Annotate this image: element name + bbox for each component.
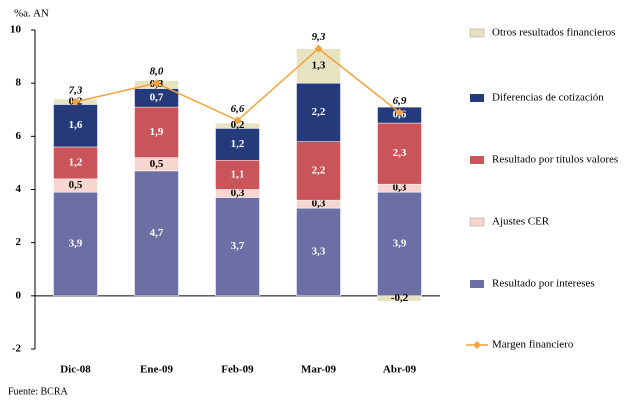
y-tick-label: -2 xyxy=(12,343,22,355)
line-marker xyxy=(395,108,404,117)
legend-marker xyxy=(473,341,481,349)
bar-value-label: 0,2 xyxy=(231,119,245,131)
bar-value-label: 1,2 xyxy=(231,138,245,150)
bar-segment xyxy=(296,207,341,297)
bar-value-label: 3,3 xyxy=(312,246,326,258)
bar-segment xyxy=(377,191,422,297)
bar-value-label: 2,3 xyxy=(393,147,407,159)
bar-value-label: 3,7 xyxy=(231,240,245,252)
bar-value-label: 1,1 xyxy=(231,168,245,180)
legend-swatch xyxy=(470,280,484,288)
y-tick-label: 4 xyxy=(16,183,22,195)
y-tick-label: 2 xyxy=(16,236,22,248)
line-marker xyxy=(233,116,242,125)
line-marker xyxy=(71,97,80,106)
legend-label: Resultado por títulos valores xyxy=(492,154,618,166)
legend-label: Ajustes CER xyxy=(492,216,550,228)
bar-segment xyxy=(215,197,260,297)
bar-value-label: 0,7 xyxy=(150,91,164,103)
x-tick-label: Dic-08 xyxy=(60,364,91,376)
line-marker xyxy=(314,44,323,53)
legend-label: Margen financiero xyxy=(492,339,574,351)
line-value-label: 7,3 xyxy=(69,84,83,96)
bar-segment xyxy=(296,48,341,84)
bar-segment xyxy=(377,122,422,185)
y-tick-label: 10 xyxy=(10,24,22,36)
legend-swatch xyxy=(470,156,484,164)
bar-segment xyxy=(134,170,179,297)
line-value-label: 6,9 xyxy=(393,95,407,107)
legend-label: Diferencias de cotización xyxy=(492,92,604,104)
bar-segment xyxy=(296,82,341,142)
bar-value-label: 2,2 xyxy=(312,106,326,118)
bar-value-label: 1,6 xyxy=(69,119,83,131)
bar-segment xyxy=(296,141,341,201)
legend-label: Resultado por intereses xyxy=(492,278,595,290)
y-tick-label: 6 xyxy=(16,130,22,142)
bar-segment xyxy=(134,106,179,158)
source: Fuente: BCRA xyxy=(8,386,69,397)
bar-segment xyxy=(53,191,98,297)
bar-value-label: 0,5 xyxy=(150,158,164,170)
y-tick-label: 0 xyxy=(16,289,22,301)
bar-value-label: 3,9 xyxy=(69,238,83,250)
y-tick-label: 8 xyxy=(16,77,22,89)
legend-swatch xyxy=(470,94,484,102)
bar-value-label: 4,7 xyxy=(150,227,164,239)
bar-value-label: 1,3 xyxy=(312,59,326,71)
bar-value-label: 0,3 xyxy=(231,187,245,199)
line-value-label: 6,6 xyxy=(231,103,245,115)
bar-value-label: 1,2 xyxy=(69,156,83,168)
bar-value-label: -0,2 xyxy=(391,292,409,304)
y-axis-label: %a. AN xyxy=(14,8,49,20)
x-tick-label: Abr-09 xyxy=(383,364,417,376)
bar-value-label: 2,2 xyxy=(312,164,326,176)
bar-segment xyxy=(377,295,422,302)
bar-value-label: 0,3 xyxy=(312,198,326,210)
bar-segment xyxy=(215,160,260,190)
legend-swatch xyxy=(469,28,485,38)
x-tick-label: Feb-09 xyxy=(221,364,254,376)
line-value-label: 9,3 xyxy=(312,31,326,43)
line-value-label: 8,0 xyxy=(150,66,164,78)
line-marker xyxy=(152,79,161,88)
legend-label: Otros resultados financieros xyxy=(492,27,615,39)
bar-value-label: 1,9 xyxy=(150,126,164,138)
x-tick-label: Ene-09 xyxy=(140,364,174,376)
bar-value-label: 0,5 xyxy=(69,179,83,191)
bar-value-label: 3,9 xyxy=(393,238,407,250)
legend-swatch xyxy=(469,217,485,227)
bar-segment xyxy=(215,128,260,161)
x-tick-label: Mar-09 xyxy=(301,364,337,376)
bar-value-label: 0,3 xyxy=(393,182,407,194)
